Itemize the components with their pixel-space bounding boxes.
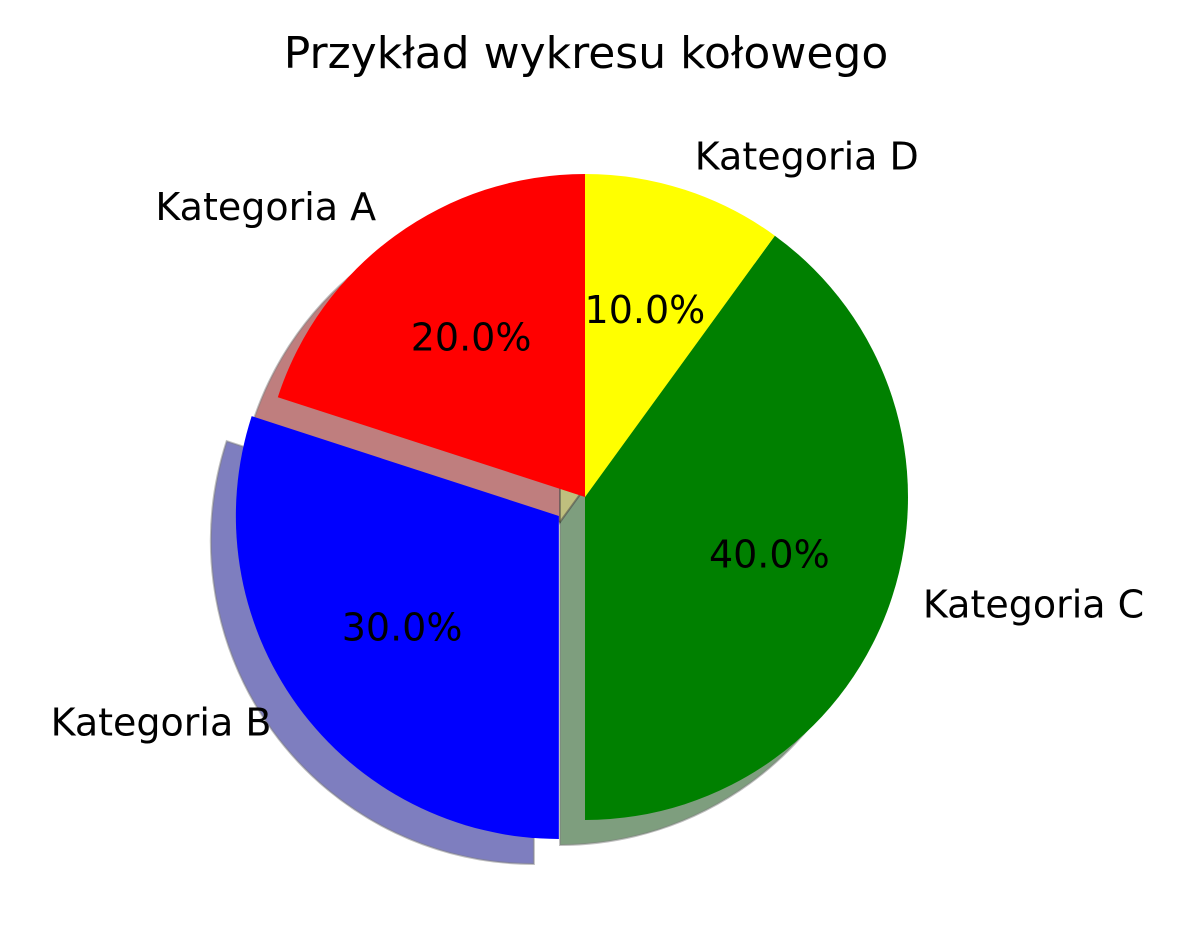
pie-slices — [235, 174, 908, 839]
percent-label-kategoria-a: 20.0% — [411, 316, 532, 360]
category-label-kategoria-d: Kategoria D — [695, 135, 919, 179]
slice-kategoria-c — [585, 235, 908, 821]
slice-kategoria-b — [235, 416, 559, 839]
chart-title: Przykład wykresu kołowego — [284, 28, 889, 79]
percent-label-kategoria-d: 10.0% — [585, 288, 706, 332]
percent-label-kategoria-c: 40.0% — [709, 532, 830, 576]
slice-kategoria-a — [277, 174, 585, 497]
pie-labels: Kategoria A 20.0% Kategoria B 30.0% Kategori… — [51, 135, 1145, 745]
slice-kategoria-d — [585, 174, 775, 497]
category-label-kategoria-a: Kategoria A — [155, 185, 376, 229]
category-label-kategoria-c: Kategoria C — [923, 582, 1144, 626]
category-label-kategoria-b: Kategoria B — [51, 700, 272, 744]
percent-label-kategoria-b: 30.0% — [342, 605, 463, 649]
